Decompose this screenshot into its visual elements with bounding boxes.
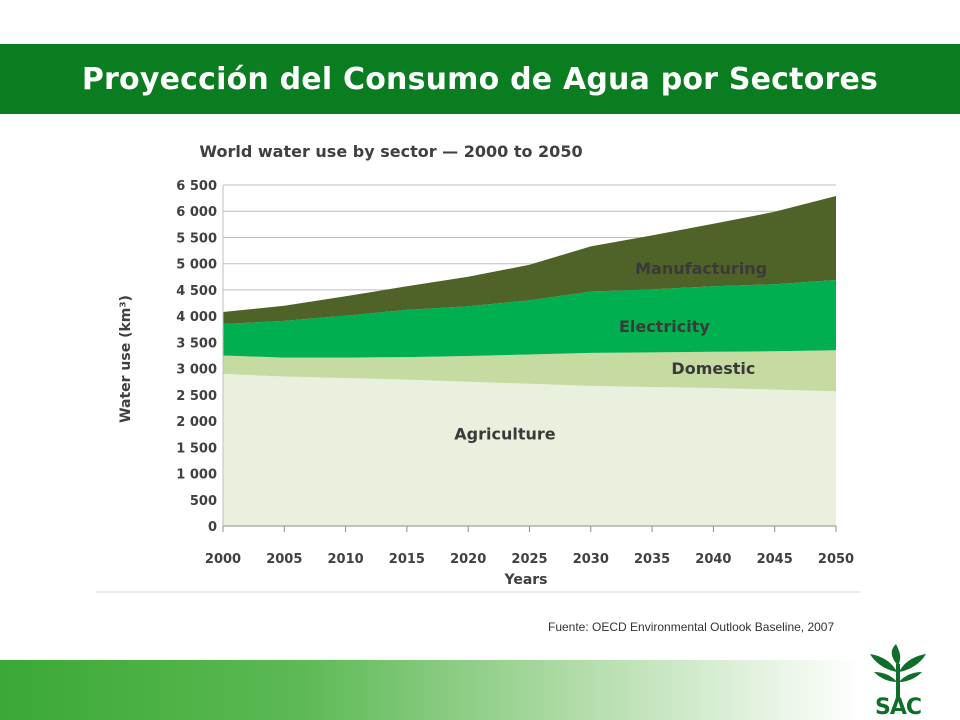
- y-tick-label: 6 000: [176, 205, 217, 220]
- x-tick-label: 2025: [511, 552, 547, 567]
- y-tick-label: 5 000: [176, 258, 217, 273]
- area-domestic: [223, 350, 836, 392]
- series-label-electricity: Electricity: [619, 317, 710, 336]
- y-tick-label: 500: [190, 494, 217, 509]
- x-tick-label: 2015: [389, 552, 425, 567]
- y-tick-label: 4 500: [176, 284, 217, 299]
- y-tick-label: 2 500: [176, 389, 217, 404]
- series-label-domestic: Domestic: [671, 359, 755, 378]
- y-tick-label: 3 500: [176, 336, 217, 351]
- y-tick-label: 5 500: [176, 231, 217, 246]
- y-tick-label: 4 000: [176, 310, 217, 325]
- source-note: Fuente: OECD Environmental Outlook Basel…: [548, 620, 835, 634]
- x-tick-label: 2050: [818, 552, 854, 567]
- slide-title: Proyección del Consumo de Agua por Secto…: [81, 61, 879, 97]
- x-tick-label: 2040: [695, 552, 731, 567]
- x-tick-label: 2035: [634, 552, 670, 567]
- series-label-agriculture: Agriculture: [454, 424, 555, 443]
- x-tick-label: 2045: [757, 552, 793, 567]
- y-tick-label: 2 000: [176, 415, 217, 430]
- title-bar: Proyección del Consumo de Agua por Secto…: [0, 44, 960, 114]
- logo-text: SAC: [874, 695, 922, 720]
- x-axis-label: Years: [503, 572, 547, 588]
- x-tick-label: 2000: [205, 552, 241, 567]
- y-tick-label: 3 000: [176, 363, 217, 378]
- x-tick-label: 2030: [573, 552, 609, 567]
- chart-svg: World water use by sector — 2000 to 2050…: [96, 142, 861, 593]
- y-tick-label: 6 500: [176, 179, 217, 194]
- chart-title: World water use by sector — 2000 to 2050: [199, 142, 582, 161]
- y-tick-label: 1 000: [176, 468, 217, 483]
- area-electricity: [223, 280, 836, 358]
- chart: World water use by sector — 2000 to 2050…: [96, 130, 866, 595]
- area-manufacturing: [223, 196, 836, 324]
- x-tick-label: 2005: [266, 552, 302, 567]
- area-agriculture: [223, 373, 836, 526]
- y-axis-label: Water use (km³): [118, 295, 134, 423]
- y-tick-label: 1 500: [176, 441, 217, 456]
- sugarcane-leaves-icon: [870, 644, 926, 698]
- x-tick-label: 2010: [328, 552, 364, 567]
- footer-gradient-bar: [0, 660, 860, 720]
- x-tick-label: 2020: [450, 552, 486, 567]
- series-label-manufacturing: Manufacturing: [635, 259, 767, 278]
- sac-logo: SAC: [866, 642, 930, 720]
- y-tick-label: 0: [208, 520, 217, 535]
